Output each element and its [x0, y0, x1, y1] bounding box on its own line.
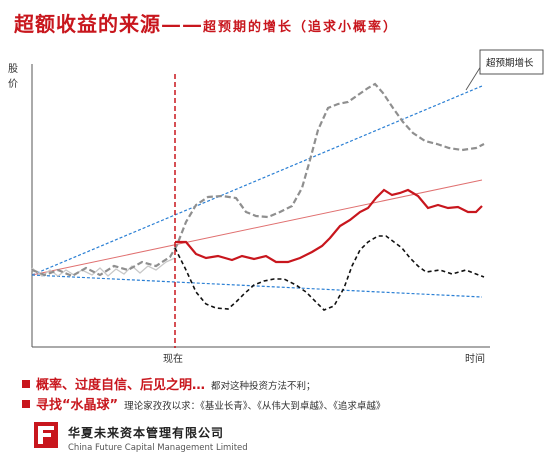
stock-price-diagram: 股 价 时间 现在 超预期增长 — [8, 49, 544, 365]
bullet-note-text: 理论家孜孜以求：《基业长青》、《从伟大到卓越》、《追求卓越》 — [124, 401, 386, 412]
bullet-item: 概率、过度自信、后见之明… 都对这种投资方法不利； — [22, 374, 385, 394]
growth-path — [175, 188, 483, 264]
bullet-note-text: 都对这种投资方法不利； — [211, 381, 316, 392]
bullet-square-icon — [22, 400, 30, 408]
page-title: 超额收益的来源——超预期的增长（追求小概率） — [14, 8, 398, 37]
company-info: 华夏未来资本管理有限公司 China Future Capital Manage… — [68, 424, 248, 453]
title-dash: —— — [161, 12, 203, 36]
y-axis-label-1: 股 — [8, 63, 18, 75]
middle-trend-line — [31, 179, 483, 276]
bullet-main-text: 概率、过度自信、后见之明… — [36, 378, 206, 393]
callout-label: 超预期增长 — [486, 57, 534, 69]
lower-trend-line — [31, 274, 483, 298]
company-logo-icon — [34, 422, 58, 448]
under-expectation-path — [174, 235, 485, 311]
callout-box — [479, 49, 544, 75]
title-main: 超额收益的来源 — [14, 12, 161, 36]
bullet-main-text: 寻找“水晶球” — [36, 398, 119, 413]
over-expectation-path — [31, 82, 485, 278]
now-label: 现在 — [163, 353, 183, 365]
bullet-item: 寻找“水晶球” 理论家孜孜以求：《基业长青》、《从伟大到卓越》、《追求卓越》 — [22, 394, 385, 414]
x-axis-label: 时间 — [465, 352, 485, 365]
company-name-en: China Future Capital Management Limited — [68, 443, 248, 453]
y-axis-label-2: 价 — [8, 78, 18, 90]
historical-price-line — [31, 257, 176, 277]
company-name-cn: 华夏未来资本管理有限公司 — [68, 426, 225, 440]
bullet-list: 概率、过度自信、后见之明… 都对这种投资方法不利； 寻找“水晶球” 理论家孜孜以… — [22, 374, 385, 414]
bullet-square-icon — [22, 380, 30, 388]
upper-trend-line — [31, 85, 483, 276]
title-subtitle: 超预期的增长（追求小概率） — [203, 20, 399, 35]
